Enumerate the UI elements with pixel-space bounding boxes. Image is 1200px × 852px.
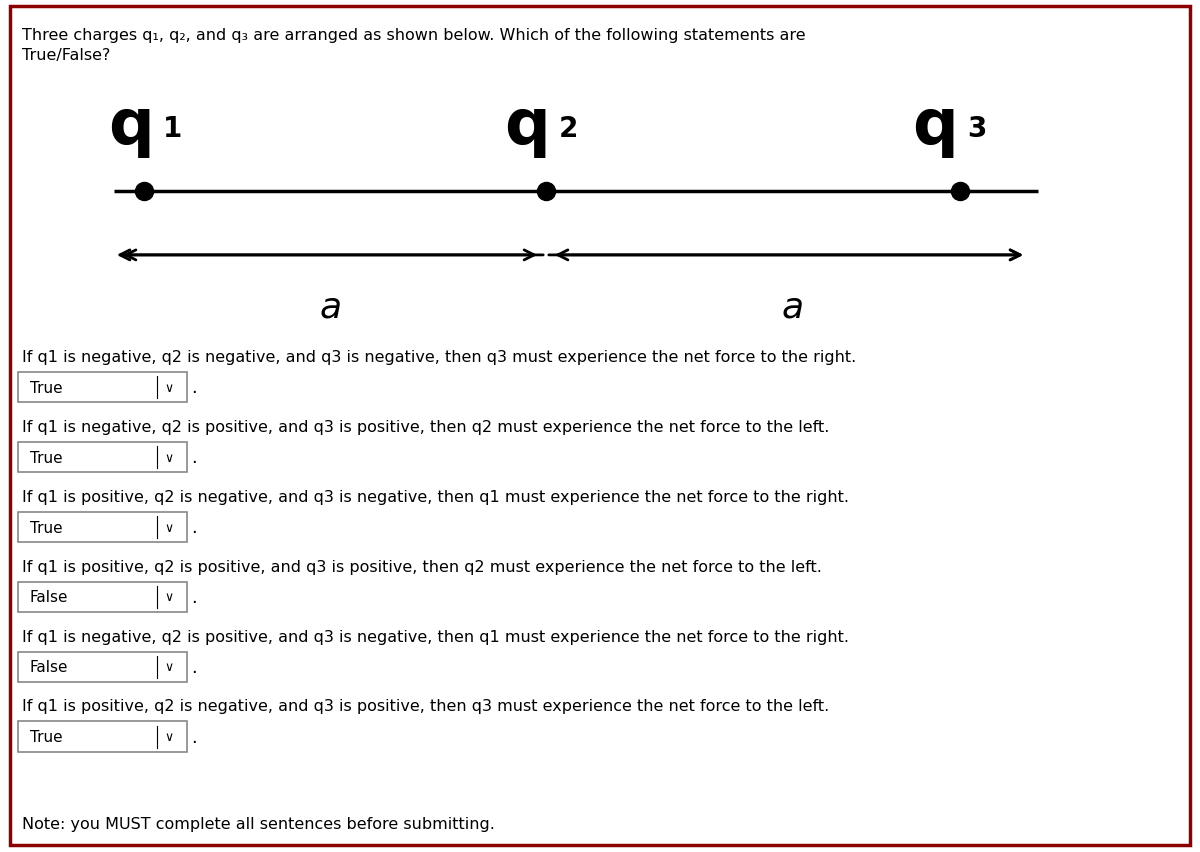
FancyBboxPatch shape [18, 722, 187, 752]
Text: If q1 is positive, q2 is negative, and q3 is negative, then q1 must experience t: If q1 is positive, q2 is negative, and q… [22, 489, 848, 504]
Text: $\mathbf{q}$: $\mathbf{q}$ [912, 98, 954, 160]
Text: True: True [30, 520, 62, 535]
Text: 3: 3 [967, 115, 986, 143]
FancyBboxPatch shape [18, 652, 187, 682]
Text: ∨: ∨ [164, 660, 174, 674]
Text: .: . [191, 448, 197, 467]
Text: If q1 is negative, q2 is positive, and q3 is negative, then q1 must experience t: If q1 is negative, q2 is positive, and q… [22, 629, 848, 644]
FancyBboxPatch shape [18, 582, 187, 613]
Text: ∨: ∨ [164, 521, 174, 534]
Text: If q1 is negative, q2 is negative, and q3 is negative, then q3 must experience t: If q1 is negative, q2 is negative, and q… [22, 349, 856, 365]
Text: 1: 1 [163, 115, 182, 143]
Text: Note: you MUST complete all sentences before submitting.: Note: you MUST complete all sentences be… [22, 816, 494, 832]
Text: .: . [191, 658, 197, 676]
Text: ∨: ∨ [164, 590, 174, 604]
Text: $\mathbf{q}$: $\mathbf{q}$ [504, 98, 546, 160]
Text: .: . [191, 588, 197, 607]
Text: Three charges q₁, q₂, and q₃ are arranged as shown below. Which of the following: Three charges q₁, q₂, and q₃ are arrange… [22, 28, 805, 63]
Text: .: . [191, 378, 197, 397]
Text: ∨: ∨ [164, 451, 174, 464]
Text: $\mathbf{\mathit{a}}$: $\mathbf{\mathit{a}}$ [319, 290, 341, 324]
Text: True: True [30, 729, 62, 745]
Text: 2: 2 [559, 115, 578, 143]
Text: If q1 is negative, q2 is positive, and q3 is positive, then q2 must experience t: If q1 is negative, q2 is positive, and q… [22, 419, 829, 435]
Text: ∨: ∨ [164, 381, 174, 394]
Text: True: True [30, 380, 62, 395]
Text: If q1 is positive, q2 is negative, and q3 is positive, then q3 must experience t: If q1 is positive, q2 is negative, and q… [22, 699, 829, 714]
Text: ∨: ∨ [164, 730, 174, 744]
Text: False: False [30, 590, 68, 605]
Text: $\mathbf{\mathit{a}}$: $\mathbf{\mathit{a}}$ [781, 290, 803, 324]
Text: False: False [30, 659, 68, 675]
Text: True: True [30, 450, 62, 465]
Text: If q1 is positive, q2 is positive, and q3 is positive, then q2 must experience t: If q1 is positive, q2 is positive, and q… [22, 559, 822, 574]
Text: .: . [191, 728, 197, 746]
FancyBboxPatch shape [18, 512, 187, 543]
Text: .: . [191, 518, 197, 537]
FancyBboxPatch shape [18, 442, 187, 473]
Text: $\mathbf{q}$: $\mathbf{q}$ [108, 98, 150, 160]
FancyBboxPatch shape [18, 372, 187, 403]
